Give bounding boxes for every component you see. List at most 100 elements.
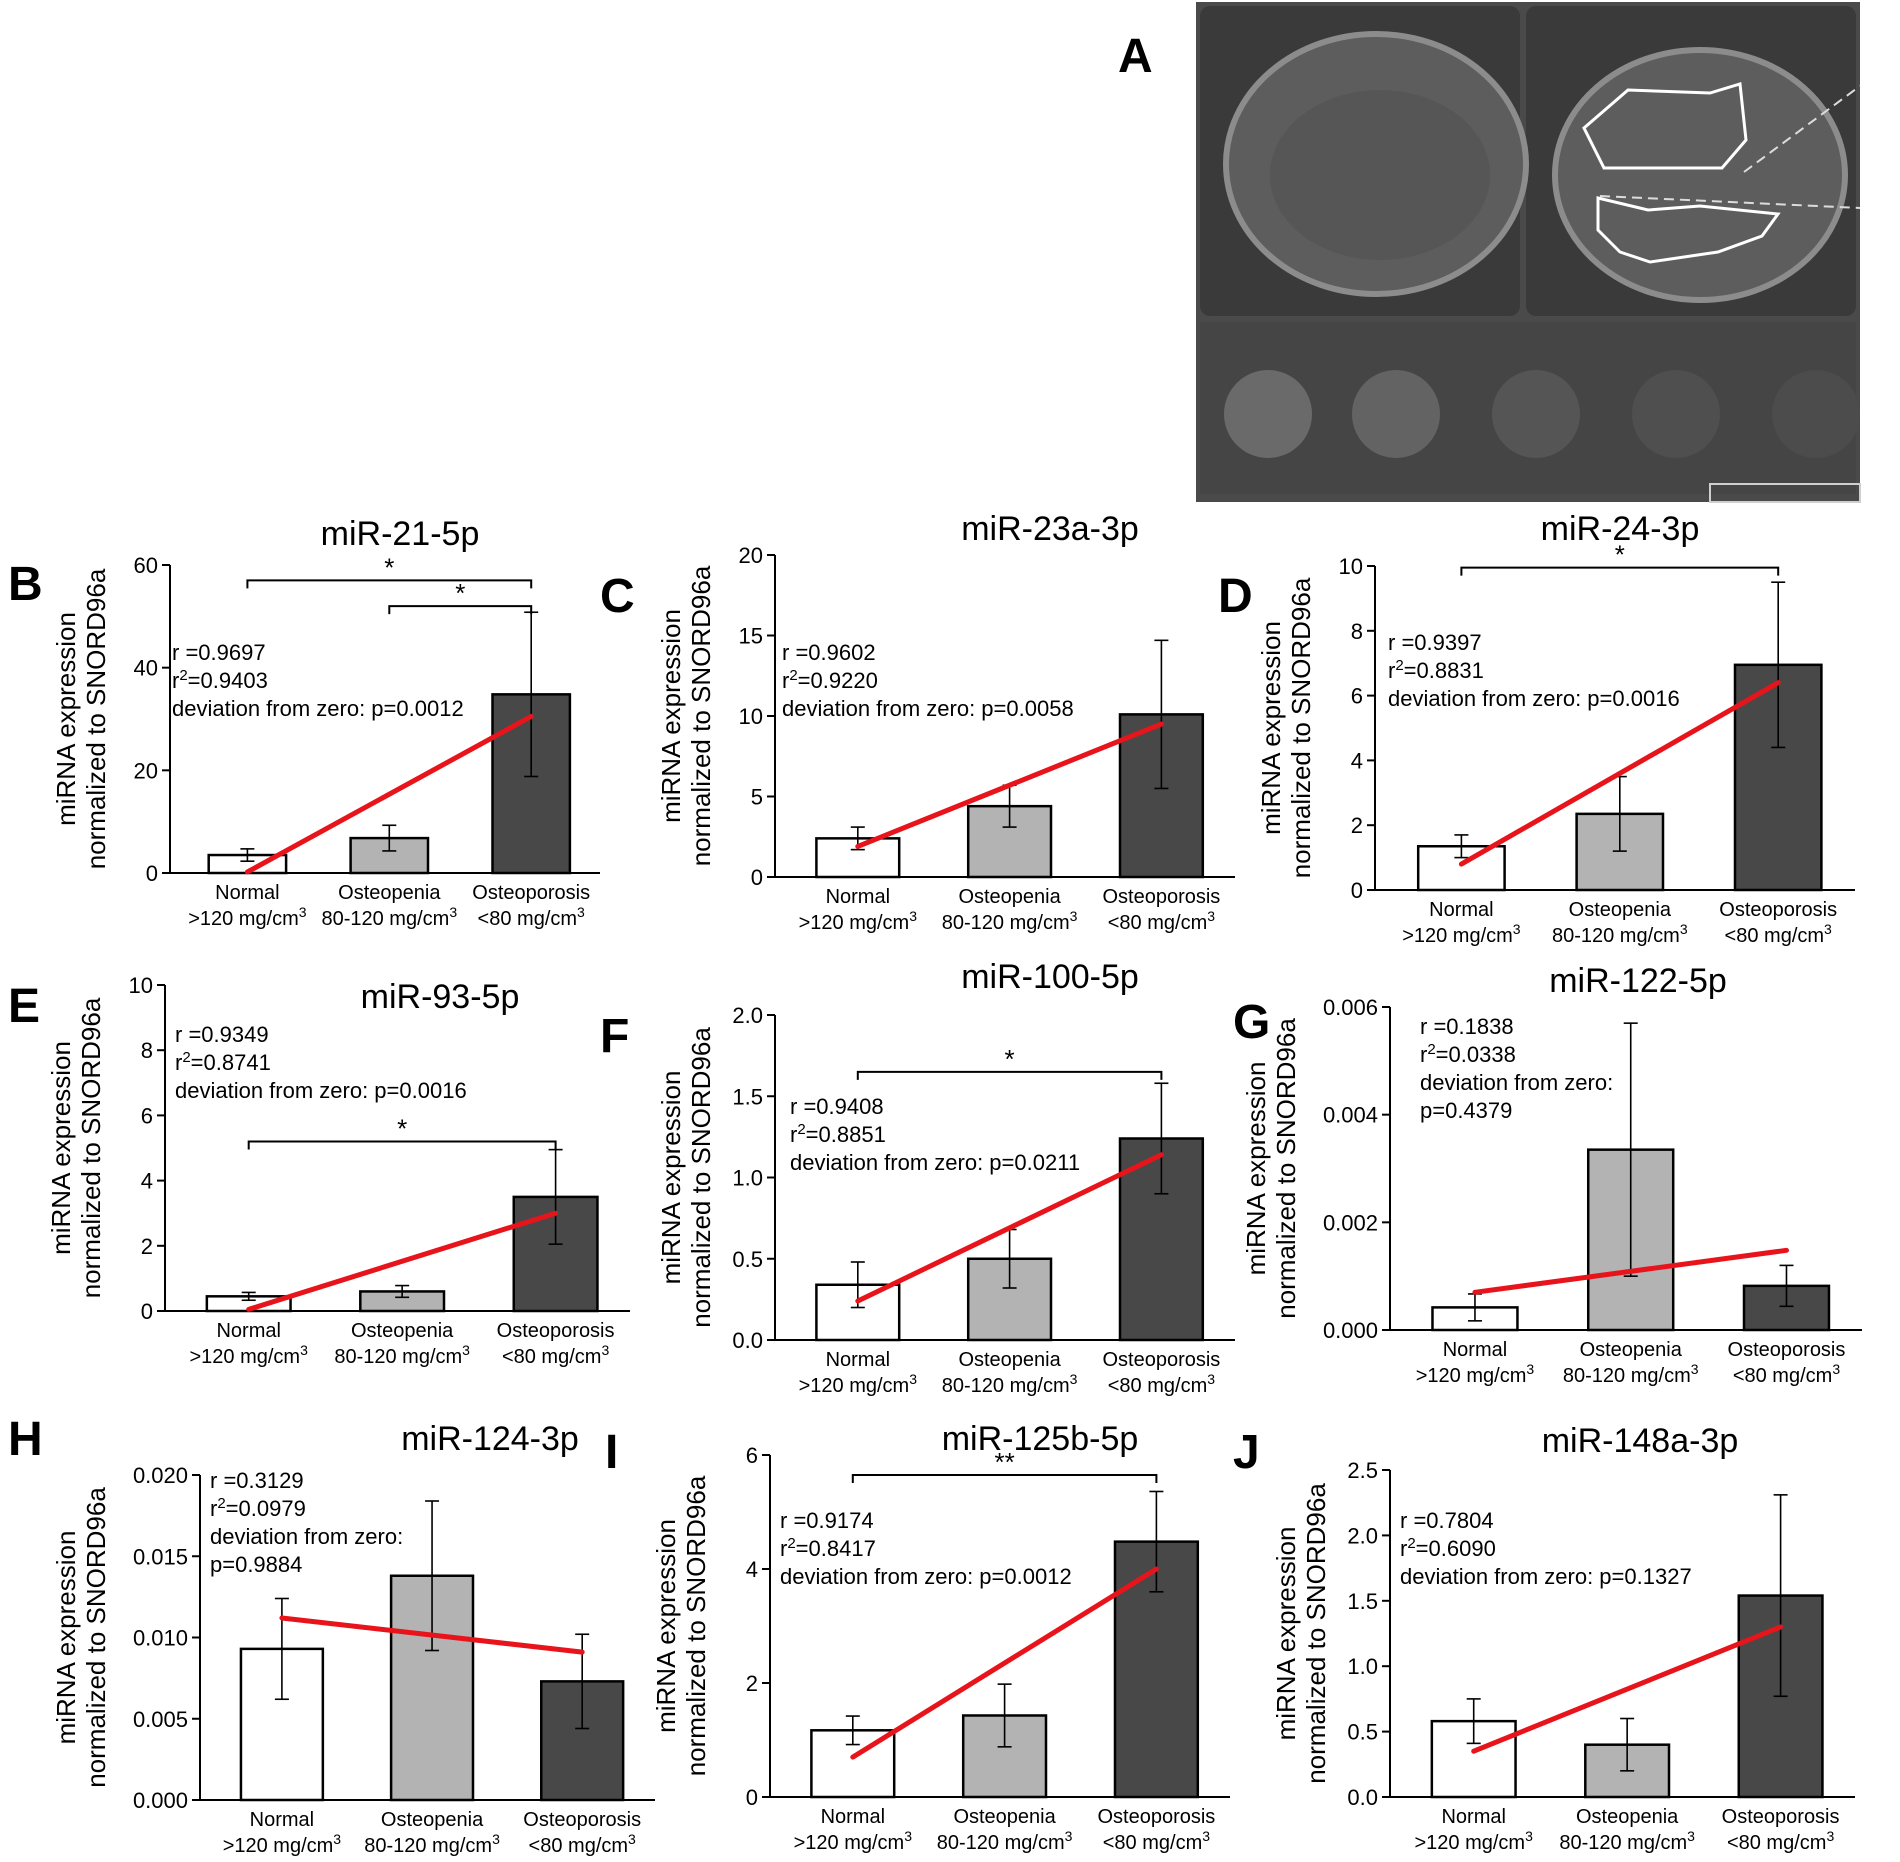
category-range: <80 mg/cm3 [1103, 1828, 1210, 1854]
chart-title: miR-24-3p [1541, 510, 1700, 548]
y-axis-label-line: miRNA expression [656, 609, 686, 823]
stat-line: r =0.9174 [780, 1508, 874, 1533]
chart-title: miR-23a-3p [961, 510, 1139, 548]
category-range-sup: 3 [1525, 1828, 1533, 1844]
phantom-5 [1772, 370, 1860, 458]
category-range-text: >120 mg/cm [188, 908, 299, 930]
category-range: <80 mg/cm3 [1108, 1371, 1215, 1397]
category-name: Osteopenia [338, 882, 441, 904]
vertebra-right [1552, 47, 1848, 303]
y-axis-label-line: miRNA expression [1271, 1527, 1301, 1741]
stat-line: r =0.1838 [1420, 1014, 1514, 1039]
stat-text: r [175, 1050, 182, 1075]
trend-line [855, 1152, 1164, 1304]
y-tick-label: 5 [751, 785, 763, 810]
stat-line: r2=0.0979 [210, 1495, 306, 1521]
trend-line [244, 713, 534, 875]
chart-title: miR-148a-3p [1542, 1422, 1739, 1460]
category-range-text: 80-120 mg/cm [942, 912, 1070, 934]
category-range-sup: 3 [909, 908, 917, 924]
panel-letter-g: G [1233, 996, 1270, 1049]
category-name: Osteoporosis [1097, 1806, 1215, 1828]
category-range-sup: 3 [1070, 1371, 1078, 1387]
y-tick-label: 6 [141, 1103, 153, 1128]
category-range-text: >120 mg/cm [1416, 1365, 1527, 1387]
category-name: Osteopenia [1576, 1806, 1679, 1828]
y-tick-label: 60 [134, 553, 158, 578]
stat-line: r2=0.8851 [790, 1121, 886, 1147]
stat-line: deviation from zero: p=0.1327 [1400, 1564, 1692, 1589]
category-name: Osteopenia [953, 1806, 1056, 1828]
category-range-text: <80 mg/cm [478, 908, 577, 930]
stat-sup: 2 [179, 667, 187, 684]
y-tick-label: 2.0 [1347, 1523, 1378, 1548]
stat-text: r [172, 668, 179, 693]
stat-line: p=0.4379 [1420, 1098, 1512, 1123]
category-name: Osteoporosis [472, 882, 590, 904]
category-range-text: 80-120 mg/cm [334, 1346, 462, 1368]
y-axis-label: miRNA expressionnormalized to SNORD96a [1256, 577, 1316, 878]
category-range-sup: 3 [577, 904, 585, 920]
category-range: 80-120 mg/cm3 [334, 1342, 470, 1368]
y-tick-label: 0.002 [1323, 1210, 1378, 1235]
y-tick-label: 10 [1339, 554, 1363, 579]
trend-line [246, 1210, 559, 1312]
significance-bracket [388, 605, 533, 615]
significance-label: * [384, 552, 394, 582]
category-range-sup: 3 [300, 1342, 308, 1358]
y-axis-label-line: miRNA expression [1256, 621, 1286, 835]
y-axis-label-line: normalized to SNORD96a [1301, 1483, 1331, 1784]
y-tick-label: 20 [134, 758, 158, 783]
stat-sup: 2 [182, 1049, 190, 1066]
stat-line: r2=0.6090 [1400, 1535, 1496, 1561]
chart-title: miR-93-5p [361, 978, 520, 1016]
y-tick-label: 20 [739, 543, 763, 568]
category-range: <80 mg/cm3 [502, 1342, 609, 1368]
category-range: >120 mg/cm3 [799, 908, 918, 934]
y-tick-label: 10 [739, 704, 763, 729]
category-name: Osteoporosis [1102, 1349, 1220, 1371]
category-name: Normal [821, 1806, 885, 1828]
y-tick-label: 0.5 [1347, 1720, 1378, 1745]
panel-letter-h: H [8, 1413, 43, 1466]
category-range-text: >120 mg/cm [799, 1375, 910, 1397]
ct-marker-box [1709, 483, 1861, 503]
category-range-text: 80-120 mg/cm [1559, 1832, 1687, 1854]
y-tick-label: 1.5 [1347, 1589, 1378, 1614]
stat-text: r [1420, 1042, 1427, 1067]
category-range-sup: 3 [1680, 921, 1688, 937]
y-axis-label-line: normalized to SNORD96a [1271, 1018, 1301, 1319]
y-axis-label-line: miRNA expression [656, 1071, 686, 1285]
y-axis-label-line: miRNA expression [651, 1519, 681, 1733]
stat-sup: 2 [217, 1495, 225, 1512]
stat-text: =0.8741 [191, 1050, 271, 1075]
panel-a: A [1118, 2, 1861, 503]
y-tick-label: 1.5 [732, 1084, 763, 1109]
trend-line [855, 721, 1164, 849]
panel-letter-f: F [600, 1010, 629, 1063]
category-range: 80-120 mg/cm3 [364, 1831, 500, 1857]
category-range-sup: 3 [1065, 1828, 1073, 1844]
category-range-text: >120 mg/cm [189, 1346, 300, 1368]
y-tick-label: 0 [751, 865, 763, 890]
stat-text: =0.9403 [188, 668, 268, 693]
stat-sup: 2 [1427, 1041, 1435, 1058]
chart-title: miR-124-3p [401, 1420, 579, 1458]
y-tick-label: 2.0 [732, 1003, 763, 1028]
category-range: <80 mg/cm3 [1108, 908, 1215, 934]
category-range-sup: 3 [1824, 921, 1832, 937]
stat-text: r [780, 1536, 787, 1561]
stat-text: =0.8831 [1404, 658, 1484, 683]
phantom-1 [1224, 370, 1312, 458]
phantom-3 [1492, 370, 1580, 458]
bar-normal [815, 837, 901, 879]
y-tick-label: 0 [746, 1785, 758, 1810]
category-range-text: 80-120 mg/cm [321, 908, 449, 930]
panel-letter-j: J [1233, 1426, 1260, 1479]
category-range: >120 mg/cm3 [1402, 921, 1521, 947]
category-name: Osteopenia [351, 1320, 454, 1342]
